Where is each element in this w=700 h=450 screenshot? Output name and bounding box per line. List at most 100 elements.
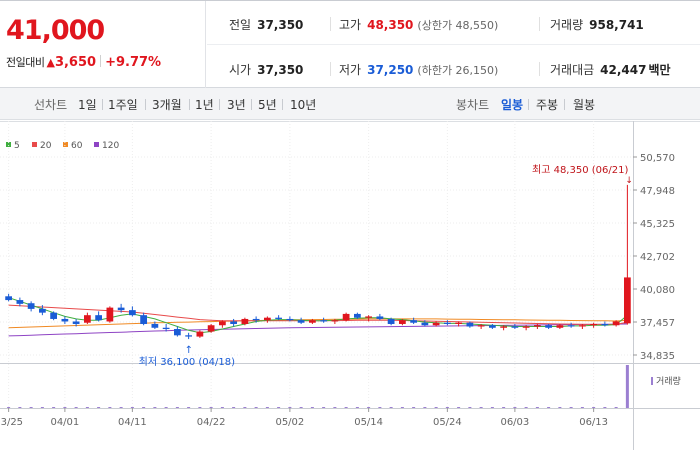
volume-bar	[220, 407, 224, 408]
volume-bar	[535, 407, 539, 408]
candle-body	[624, 277, 631, 324]
volume-bar	[412, 407, 416, 408]
volume-bar	[367, 407, 371, 408]
y-tick-label: 45,325	[640, 219, 675, 230]
line-chart-label: 선차트	[34, 98, 68, 112]
candle-body	[567, 325, 575, 327]
period-10y-button[interactable]: 10년	[290, 98, 317, 112]
y-tick-label: 42,702	[640, 252, 675, 263]
volume-bar	[592, 407, 596, 408]
candle-weekly-button[interactable]: 주봉	[536, 98, 559, 112]
volume-bar	[164, 407, 168, 408]
candle-body	[241, 318, 249, 324]
volume-bar	[119, 407, 123, 408]
volume-bar	[333, 407, 337, 408]
candle-body	[466, 322, 474, 327]
stat-label: 시가	[229, 63, 252, 77]
period-5y-button[interactable]: 5년	[258, 98, 277, 112]
candle-body	[61, 318, 69, 322]
x-tick-label: 04/22	[197, 417, 226, 428]
y-tick-label: 34,835	[640, 351, 675, 362]
volume-bar	[108, 407, 112, 408]
candle-body	[421, 322, 429, 326]
current-price: 41,000	[6, 15, 105, 46]
volume-bar	[299, 407, 303, 408]
stat-value: 37,250	[367, 63, 414, 77]
candle-daily-button[interactable]: 일봉	[501, 98, 524, 112]
candle-body	[410, 320, 417, 323]
volume-bar	[547, 407, 551, 408]
candle-body	[219, 321, 226, 326]
volume-bar	[614, 407, 618, 408]
candle-body	[230, 321, 237, 324]
stat-value: 42,447	[600, 63, 647, 77]
candle-monthly-button[interactable]: 월봉	[573, 98, 596, 112]
candle-body	[444, 322, 451, 324]
volume-bar	[524, 407, 528, 408]
chart-canvas: 50,570 47,948 45,325 42,702 40,080 37,457 34,8…	[0, 121, 700, 450]
period-1d-button[interactable]: 1일	[78, 98, 97, 112]
period-3y-button[interactable]: 3년	[227, 98, 246, 112]
change-amount: 3,650	[54, 55, 97, 70]
volume-bar	[558, 407, 562, 408]
candle-body	[72, 321, 80, 324]
change-row: 전일대비 ▲3,650 +9.77%	[6, 54, 161, 70]
candle-body	[477, 325, 485, 327]
candle-body	[354, 313, 361, 318]
volume-bar	[198, 407, 202, 408]
period-1y-button[interactable]: 1년	[195, 98, 214, 112]
volume-bar	[625, 365, 629, 408]
volume-bar	[153, 407, 157, 408]
stat-sub: (상한가 48,550)	[417, 19, 499, 32]
legend-label: 20	[40, 141, 52, 151]
volume-bar	[18, 407, 22, 408]
divider	[330, 62, 331, 76]
candle-body	[500, 326, 507, 328]
y-tick-label: 47,948	[640, 186, 675, 197]
divider	[539, 62, 540, 76]
stat-sub: (하한가 26,150)	[417, 64, 499, 77]
candle-body	[16, 300, 24, 304]
volume-bar	[288, 407, 292, 408]
volume-bar	[355, 407, 359, 408]
up-arrow-icon: ▲	[46, 56, 55, 69]
period-3m-button[interactable]: 3개월	[152, 98, 182, 112]
legend-swatch	[63, 142, 68, 147]
candle-body	[342, 313, 350, 321]
stat-high: 고가 48,350 (상한가 48,550)	[339, 16, 498, 33]
volume-bar	[502, 407, 506, 408]
legend-ma60: 60	[63, 141, 82, 151]
price-box: 41,000 전일대비 ▲3,650 +9.77%	[0, 1, 206, 88]
low-annotation: 최저 36,100 (04/18)	[139, 356, 235, 368]
divider	[528, 99, 529, 110]
volume-bar	[254, 407, 258, 408]
chart-toolbar: 선차트 1일 1주일 3개월 1년 3년 5년 10년 봉차트 일봉 주봉 월봉	[0, 88, 700, 120]
divider	[189, 99, 190, 110]
y-tick-label: 50,570	[640, 153, 675, 164]
volume-bar	[434, 407, 438, 408]
divider	[564, 99, 565, 110]
candle-body	[140, 315, 147, 324]
candle-body	[252, 318, 260, 321]
change-percent: +9.77%	[105, 55, 162, 70]
candle-body	[511, 326, 519, 328]
volume-bar	[130, 407, 134, 408]
period-1w-button[interactable]: 1주일	[108, 98, 138, 112]
volume-bar	[468, 407, 472, 408]
divider	[145, 99, 146, 110]
volume-bar	[243, 407, 247, 408]
candle-body	[455, 322, 462, 324]
candle-body	[207, 325, 215, 332]
candle-body	[5, 296, 12, 301]
stat-label: 고가	[339, 18, 362, 32]
price-chart: 5 20 60 120 50,570 47,948 45,325 42,702 40,0…	[0, 121, 700, 450]
legend-label: 5	[14, 141, 20, 151]
candle-body	[286, 318, 294, 321]
x-tick-label: 05/02	[275, 417, 304, 428]
volume-bar	[389, 407, 393, 408]
candle-body	[50, 312, 57, 319]
candle-body	[522, 326, 530, 328]
stat-value: 958,741	[589, 18, 644, 32]
candle-body	[106, 307, 114, 322]
candle-body	[432, 322, 440, 326]
